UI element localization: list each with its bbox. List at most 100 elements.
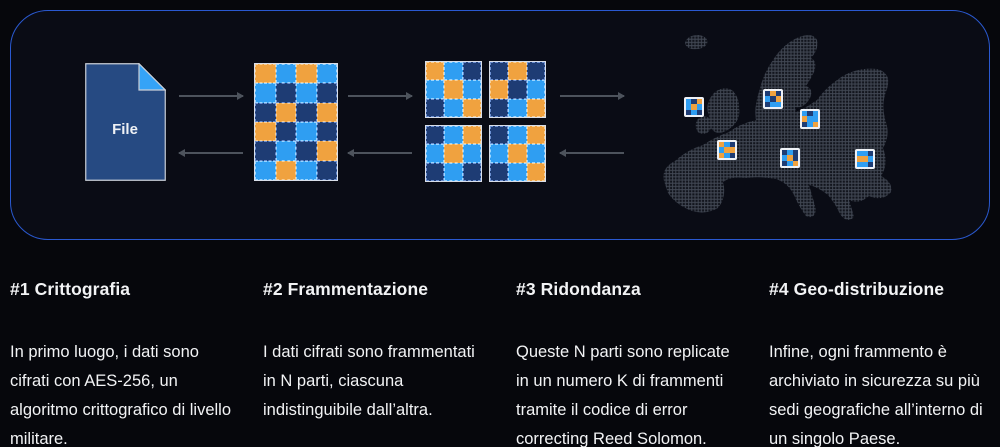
grid-cell-blue — [296, 83, 317, 103]
grid-cell-orange — [508, 144, 527, 163]
grid-cell-navy — [462, 162, 481, 181]
grid-cell-navy — [807, 111, 813, 117]
grid-cell-blue — [462, 80, 481, 99]
grid-cell-orange — [691, 104, 697, 110]
grid-cell-navy — [255, 141, 276, 161]
grid-cell-orange — [462, 98, 481, 117]
file-icon: File — [85, 62, 167, 186]
grid-cell-blue — [255, 160, 276, 180]
grid-cell-navy — [490, 126, 509, 145]
grid-cell-blue — [724, 152, 730, 158]
grid-cell-blue — [807, 116, 813, 122]
grid-cell-blue — [787, 150, 793, 156]
grid-cell-orange — [255, 121, 276, 142]
map-fragment — [717, 140, 737, 160]
grid-cell-orange — [719, 152, 725, 158]
step-body: In primo luogo, i dati sono cifrati con … — [10, 343, 232, 447]
map-fragment — [800, 109, 820, 129]
grid-cell-blue — [862, 161, 868, 167]
grid-cell-navy — [490, 62, 509, 81]
grid-cell-navy — [426, 126, 445, 145]
grid-cell-blue — [426, 80, 445, 99]
quad-grid — [425, 125, 482, 182]
step-ridondanza: #3 Ridondanza Queste N parti sono replic… — [516, 279, 737, 447]
grid-cell-orange — [526, 162, 545, 181]
grid-cell-navy — [782, 150, 788, 156]
grid-cell-navy — [316, 160, 337, 180]
grid-cell-navy — [255, 102, 276, 122]
grid-cell-orange — [316, 141, 337, 161]
step-geo-distribuzione: #4 Geo-distribuzione Infine, ogni framme… — [769, 279, 990, 447]
step-crittografia: #1 Crittografia In primo luogo, i dati s… — [10, 279, 231, 447]
map-fragment — [684, 97, 704, 117]
arrow-left-icon — [347, 149, 412, 156]
step-frammentazione: #2 Frammentazione I dati cifrati sono fr… — [263, 279, 484, 447]
grid-cell-navy — [770, 96, 776, 102]
grid-cell-orange — [696, 99, 702, 105]
grid-cell-blue — [765, 96, 771, 102]
grid-cell-orange — [719, 142, 725, 148]
grid-cell-orange — [296, 64, 317, 84]
grid-cell-blue — [526, 80, 545, 99]
grid-cell-navy — [275, 121, 296, 142]
process-diagram-panel: File — [10, 10, 990, 240]
grid-cell-blue — [787, 160, 793, 166]
grid-cell-navy — [462, 62, 481, 81]
grid-cell-navy — [316, 83, 337, 103]
grid-cell-navy — [765, 91, 771, 97]
grid-cell-blue — [444, 126, 463, 145]
step-heading: #1 Crittografia — [10, 279, 131, 299]
grid-cell-navy — [867, 161, 873, 167]
grid-cell-orange — [724, 147, 730, 153]
grid-cell-orange — [275, 160, 296, 180]
grid-cell-orange — [462, 126, 481, 145]
grid-cell-orange — [787, 155, 793, 161]
map-fragment — [780, 148, 800, 168]
grid-cell-blue — [696, 104, 702, 110]
grid-cell-blue — [812, 116, 818, 122]
grid-cell-blue — [862, 151, 868, 157]
grid-cell-navy — [686, 109, 692, 115]
grid-cell-blue — [719, 147, 725, 153]
step-body: Infine, ogni frammento è archiviato in s… — [769, 343, 983, 447]
grid-cell-blue — [426, 144, 445, 163]
arrow-right-icon — [348, 92, 413, 99]
grid-cell-orange — [802, 116, 808, 122]
grid-cell-navy — [296, 141, 317, 161]
grid-cell-orange — [862, 156, 868, 162]
big-grid — [254, 63, 338, 181]
grid-cell-navy — [316, 121, 337, 142]
grid-cell-blue — [857, 151, 863, 157]
grid-cell-navy — [696, 109, 702, 115]
grid-cell-orange — [729, 147, 735, 153]
grid-cell-orange — [426, 62, 445, 81]
arrow-right-icon — [179, 92, 244, 99]
grid-cell-navy — [729, 142, 735, 148]
grid-cell-navy — [792, 150, 798, 156]
step-heading: #3 Ridondanza — [516, 279, 641, 299]
grid-cell-orange — [255, 64, 276, 84]
grid-cell-blue — [812, 111, 818, 117]
grid-cell-blue — [724, 142, 730, 148]
quad-grid — [489, 125, 546, 182]
grid-cell-orange — [508, 62, 527, 81]
grid-cell-orange — [857, 156, 863, 162]
step-body: I dati cifrati sono frammentati in N par… — [263, 343, 475, 419]
grid-cell-blue — [867, 156, 873, 162]
step-heading: #4 Geo-distribuzione — [769, 279, 945, 299]
arrow-left-icon — [559, 149, 624, 156]
quad-grid — [489, 61, 546, 118]
grid-cell-blue — [490, 144, 509, 163]
grid-cell-blue — [770, 101, 776, 107]
quad-grid — [425, 61, 482, 118]
arrow-left-icon — [178, 149, 243, 156]
grid-cell-blue — [296, 121, 317, 142]
grid-cell-navy — [775, 91, 781, 97]
grid-cell-navy — [729, 152, 735, 158]
map-fragment — [855, 149, 875, 169]
grid-cell-orange — [444, 144, 463, 163]
grid-cell-navy — [275, 83, 296, 103]
grid-cell-orange — [775, 96, 781, 102]
grid-cell-blue — [296, 160, 317, 180]
grid-cell-blue — [444, 98, 463, 117]
